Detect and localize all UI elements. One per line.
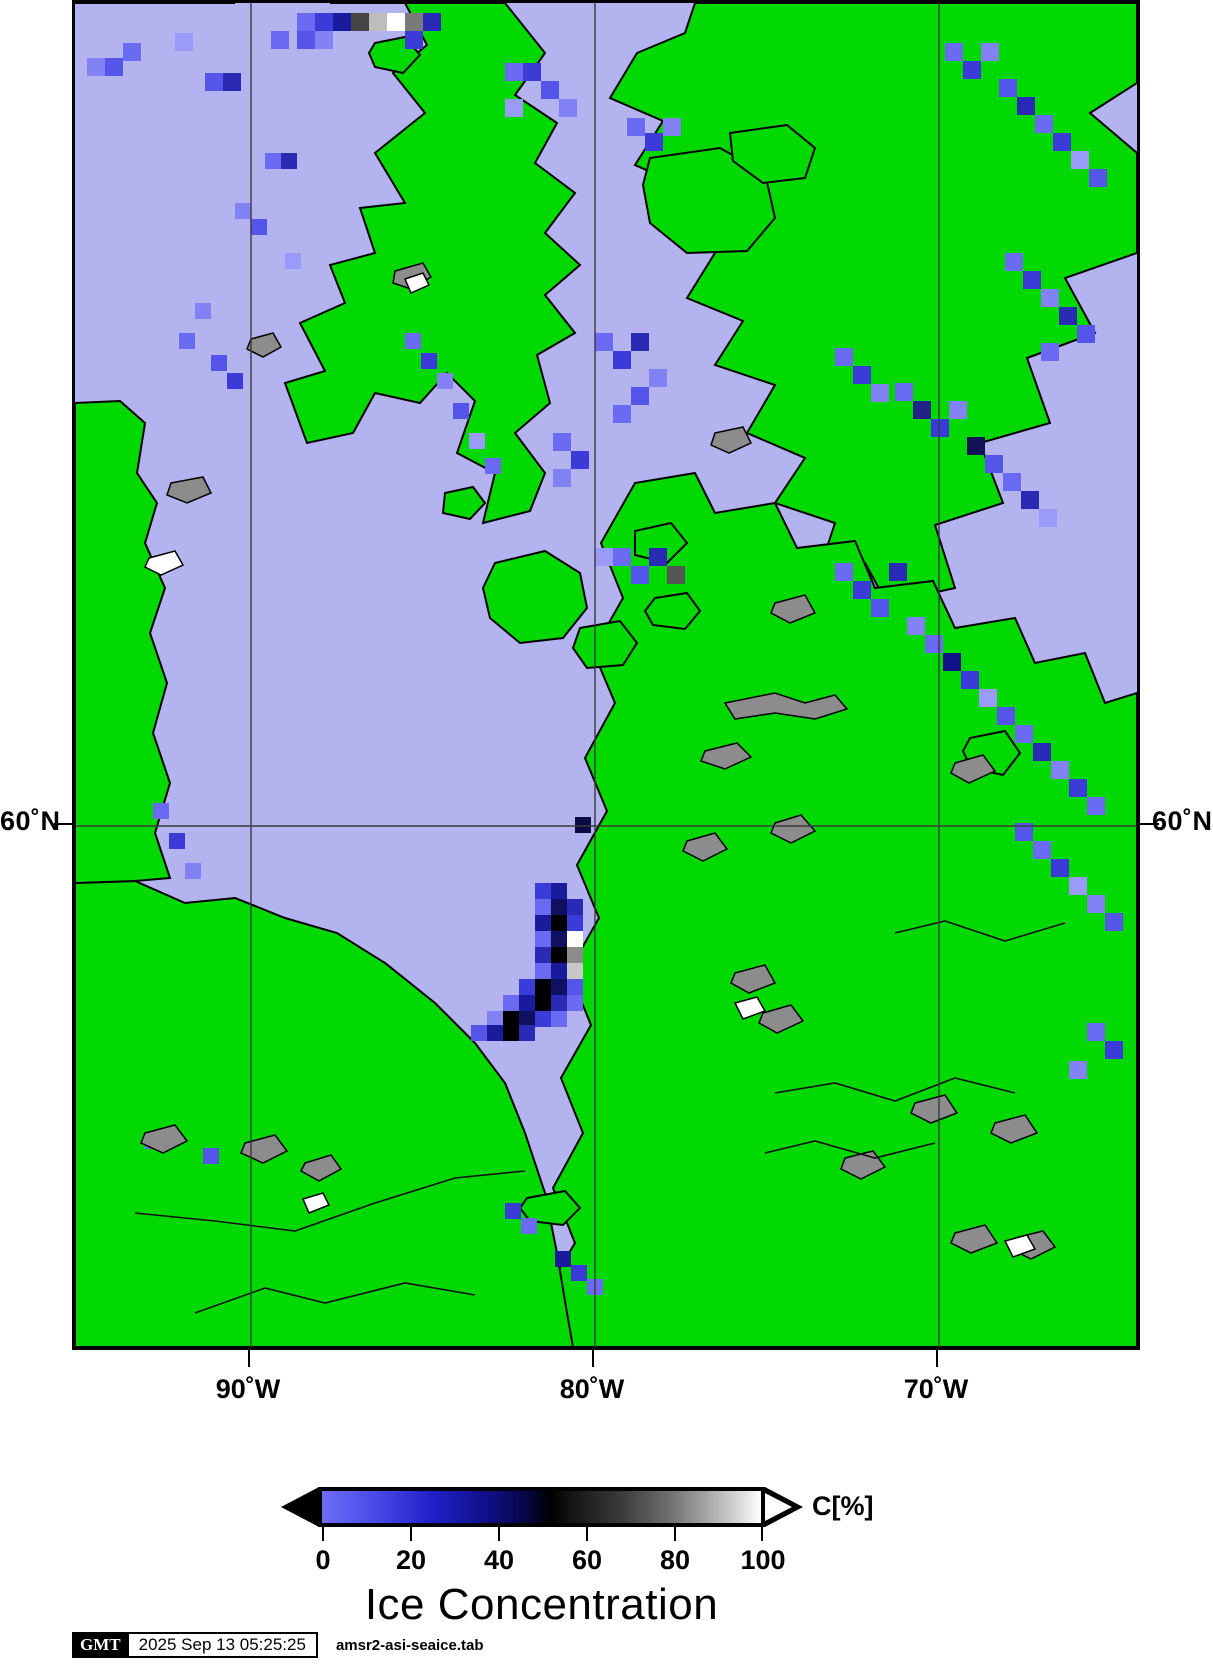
latitude-tick-left <box>54 823 73 825</box>
colorbar-right-arrow-fill <box>765 1493 792 1521</box>
longitude-tick-90w <box>248 1350 250 1367</box>
colorbar-title: Ice Concentration <box>0 1580 1213 1630</box>
latitude-tick-right <box>1140 823 1159 825</box>
longitude-tick-70w <box>936 1350 938 1367</box>
colorbar-tick-0 <box>322 1527 324 1541</box>
colorbar-tick-label-0: 0 <box>315 1545 331 1575</box>
colorbar-tick-100 <box>761 1527 763 1541</box>
colorbar-tick-label-20: 20 <box>395 1545 427 1575</box>
colorbar-tick-label-60: 60 <box>571 1545 603 1575</box>
gmt-footer: GMT 2025 Sep 13 05:25:25 amsr2-asi-seaic… <box>72 1632 484 1658</box>
longitude-tick-80w <box>592 1350 594 1367</box>
latitude-label-right: 60˚N <box>1152 806 1213 836</box>
latitude-label-left: 60˚N <box>0 806 61 836</box>
colorbar-tick-label-100: 100 <box>740 1545 786 1575</box>
colorbar-tick-label-40: 40 <box>483 1545 515 1575</box>
colorbar-tick-label-80: 80 <box>659 1545 691 1575</box>
gmt-logo-icon: GMT <box>72 1632 129 1658</box>
colorbar-tick-80 <box>674 1527 676 1541</box>
colorbar-tick-20 <box>410 1527 412 1541</box>
map-frame <box>72 0 1140 1350</box>
colorbar-tick-40 <box>498 1527 500 1541</box>
longitude-label-70w: 70˚W <box>903 1374 969 1404</box>
gmt-timestamp: 2025 Sep 13 05:25:25 <box>128 1632 318 1658</box>
colorbar-tick-60 <box>586 1527 588 1541</box>
colorbar: C[%] <box>0 1487 1213 1547</box>
colorbar-unit-label: C[%] <box>812 1491 874 1521</box>
longitude-label-80w: 80˚W <box>559 1374 625 1404</box>
longitude-label-90w: 90˚W <box>215 1374 281 1404</box>
gmt-filename: amsr2-asi-seaice.tab <box>335 1636 484 1654</box>
map-canvas <box>75 3 1137 1347</box>
colorbar-gradient <box>318 1487 765 1527</box>
colorbar-title-text: Ice Concentration <box>364 1580 719 1629</box>
colorbar-left-arrow-icon <box>281 1487 319 1527</box>
